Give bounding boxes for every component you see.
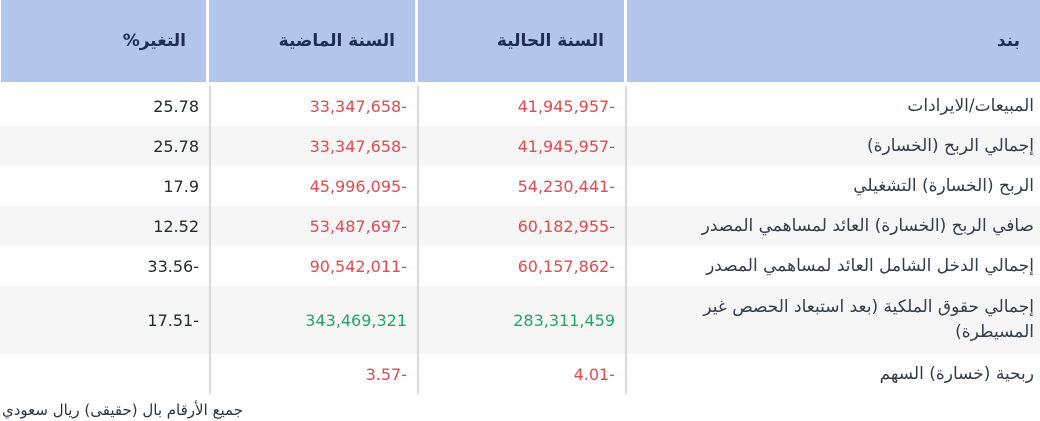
cell-item-name: المبيعات/الايرادات [625, 86, 1040, 126]
cell-change-pct: 17.51- [147, 310, 199, 330]
cell-current-year: 54,230,441- [417, 166, 625, 206]
column-header-item-label: بند [996, 31, 1020, 51]
cell-current-year: 60,157,862- [417, 246, 625, 286]
table-row-earnings-loss-per-share: ربحية (خسارة) السهم 4.01- 3.57- [0, 354, 1040, 394]
cell-change-pct: 25.78 [153, 96, 199, 116]
item-name-text: ربحية (خسارة) السهم [879, 363, 1034, 384]
column-header-previous-year-label: السنة الماضية [278, 31, 395, 51]
cell-previous-year: 3.57- [209, 354, 417, 394]
cell-change-pct: 33.56- [147, 256, 199, 276]
cell-change-pct: 12.52 [153, 216, 199, 236]
item-name-text: إجمالي حقوق الملكية (بعد استبعاد الحصص غ… [703, 297, 1034, 342]
cell-previous-year: 53,487,697- [209, 206, 417, 246]
cell-change-pct: 17.9 [163, 176, 199, 196]
cell-current-year: 60,182,955- [417, 206, 625, 246]
cell-item-name: إجمالي حقوق الملكية (بعد استبعاد الحصص غ… [625, 286, 1040, 354]
cell-current-year: 41,945,957- [417, 86, 625, 126]
item-name-text: إجمالي الربح (الخسارة) [867, 135, 1034, 156]
table-row-comprehensive-income: إجمالي الدخل الشامل العائد لمساهمي المصد… [0, 246, 1040, 286]
cell-item-name: إجمالي الدخل الشامل العائد لمساهمي المصد… [625, 246, 1040, 286]
cell-item-name: ربحية (خسارة) السهم [625, 354, 1040, 394]
cell-previous-year: 33,347,658- [209, 126, 417, 166]
table-row-gross-profit-loss: إجمالي الربح (الخسارة) 41,945,957- 33,34… [0, 126, 1040, 166]
table-row-total-equity: إجمالي حقوق الملكية (بعد استبعاد الحصص غ… [0, 286, 1040, 354]
cell-previous-year: 45,996,095- [209, 166, 417, 206]
cell-item-name: إجمالي الربح (الخسارة) [625, 126, 1040, 166]
table-row-operating-profit-loss: الربح (الخسارة) التشغيلي 54,230,441- 45,… [0, 166, 1040, 206]
column-header-item: بند [627, 0, 1040, 82]
cell-previous-year: 90,542,011- [209, 246, 417, 286]
financial-summary-table: بند السنة الحالية السنة الماضية التغير% … [0, 0, 1040, 394]
cell-item-name: صافي الربح (الخسارة) العائد لمساهمي المص… [625, 206, 1040, 246]
cell-current-year: 41,945,957- [417, 126, 625, 166]
item-name-text: إجمالي الدخل الشامل العائد لمساهمي المصد… [706, 255, 1034, 276]
cell-change-pct: 25.78 [153, 136, 199, 156]
cell-current-year: 4.01- [417, 354, 625, 394]
column-header-previous-year: السنة الماضية [209, 0, 415, 82]
item-name-text: المبيعات/الايرادات [907, 95, 1034, 116]
table-row-sales-revenues: المبيعات/الايرادات 41,945,957- 33,347,65… [0, 86, 1040, 126]
cell-previous-year: 33,347,658- [209, 86, 417, 126]
column-header-change-pct: التغير% [1, 0, 206, 82]
table-row-net-profit-attributable: صافي الربح (الخسارة) العائد لمساهمي المص… [0, 206, 1040, 246]
column-header-current-year-label: السنة الحالية [496, 31, 604, 51]
column-header-current-year: السنة الحالية [418, 0, 624, 82]
item-name-text: الربح (الخسارة) التشغيلي [853, 175, 1034, 196]
table-header-row: بند السنة الحالية السنة الماضية التغير% [0, 0, 1040, 82]
cell-item-name: الربح (الخسارة) التشغيلي [625, 166, 1040, 206]
column-header-change-pct-label: التغير% [122, 31, 186, 51]
currency-note: جميع الأرقام بال (حقيقى) ريال سعودي [2, 401, 243, 419]
cell-change-pct [0, 354, 209, 394]
item-name-text: صافي الربح (الخسارة) العائد لمساهمي المص… [701, 215, 1034, 236]
cell-current-year: 283,311,459 [417, 286, 625, 354]
cell-previous-year: 343,469,321 [209, 286, 417, 354]
